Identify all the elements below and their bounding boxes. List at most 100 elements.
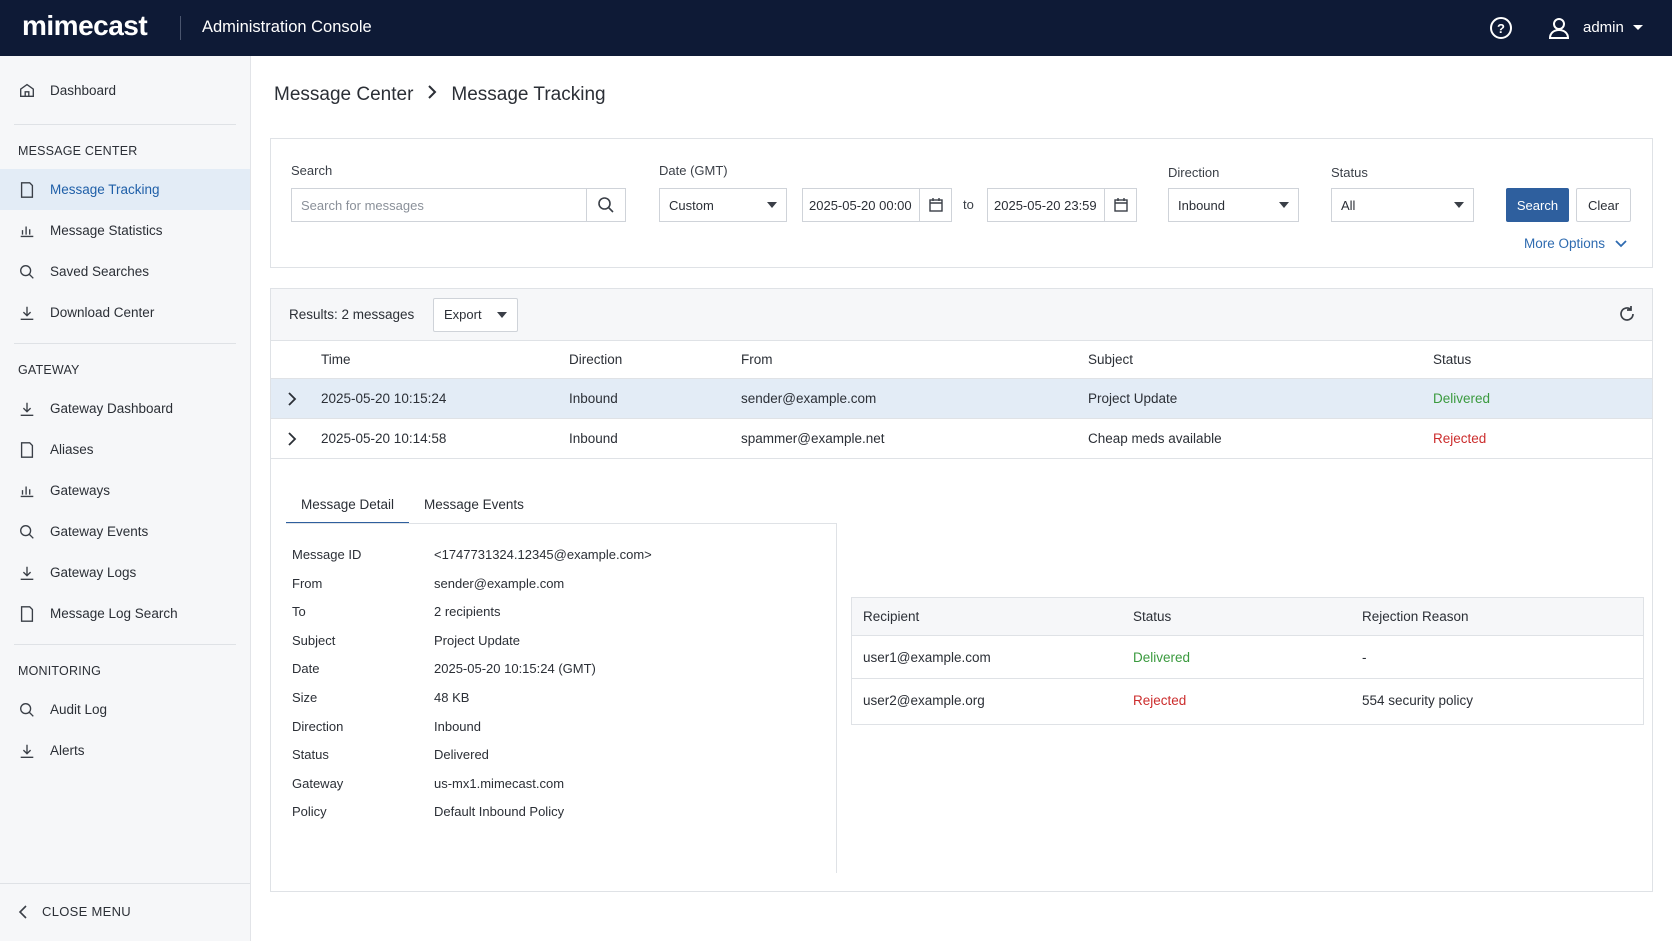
field-value: Project Update	[434, 632, 520, 648]
table-header: Recipient Status Rejection Reason	[852, 598, 1643, 636]
column-header: Status	[1433, 352, 1472, 367]
more-options[interactable]: More Options	[1524, 236, 1627, 251]
cell: Project Update	[1088, 391, 1178, 406]
date-input[interactable]: 2025-05-20 23:59	[987, 188, 1137, 222]
results-count: Results: 2 messages	[289, 307, 415, 322]
field-value: Default Inbound Policy	[434, 804, 565, 820]
icon	[288, 432, 297, 446]
tab[interactable]: Message Detail	[286, 489, 410, 524]
label: Gateways	[50, 483, 111, 498]
sidebar-item[interactable]: Download Center	[0, 292, 250, 333]
icon	[20, 402, 34, 416]
close-menu[interactable]: CLOSE MENU	[18, 904, 131, 919]
icon	[1620, 306, 1634, 321]
recipient-row: user2@example.org Rejected 554 security po…	[852, 679, 1643, 722]
direction-select[interactable]: Inbound	[1168, 188, 1299, 222]
tab[interactable]: Message Events	[424, 497, 524, 512]
clear-button[interactable]: Clear	[1576, 188, 1631, 222]
label: Message Log Search	[50, 606, 178, 621]
sidebar-item[interactable]: Gateway Logs	[0, 552, 250, 593]
status-select[interactable]: All	[1331, 188, 1474, 222]
separator	[0, 883, 250, 884]
sidebar-item[interactable]: Alerts	[0, 730, 250, 771]
result-row[interactable]: 2025-05-20 10:15:24 Inbound sender@example…	[271, 379, 1652, 419]
section-title: GATEWAY	[18, 363, 80, 377]
field-label: Size	[292, 690, 318, 705]
crumb[interactable]: Message Center	[274, 84, 414, 105]
sidebar-item[interactable]: Message Tracking	[0, 169, 250, 210]
divider	[836, 523, 837, 873]
column-header: Status	[1133, 609, 1172, 624]
sidebar-item[interactable]: Message Log Search	[0, 593, 250, 634]
sidebar-item[interactable]: Message Statistics	[0, 210, 250, 251]
caret	[1633, 25, 1643, 30]
sidebar-item[interactable]: Aliases	[0, 429, 250, 470]
sidebar-item[interactable]: Gateway Dashboard	[0, 388, 250, 429]
cell: Delivered	[1433, 391, 1491, 406]
icon	[288, 392, 297, 406]
label: Audit Log	[50, 702, 108, 717]
expand[interactable]	[287, 432, 297, 449]
tabs: Message Detail Message Events	[286, 489, 539, 524]
field-label: Date	[292, 661, 320, 677]
field-label: Gateway	[292, 775, 344, 791]
divider	[286, 523, 837, 524]
column-header: Direction	[569, 352, 623, 367]
search-icon-button[interactable]	[586, 188, 626, 222]
separator	[14, 124, 236, 125]
user-menu[interactable]: admin	[1583, 19, 1624, 36]
field-label: Status	[292, 747, 329, 763]
recipient-row: user1@example.com Delivered -	[852, 636, 1643, 679]
column-header: Subject	[1088, 352, 1134, 367]
label: Download Center	[50, 305, 155, 320]
refresh[interactable]	[1618, 305, 1636, 326]
field-label: From	[292, 575, 323, 591]
field-label: To	[292, 604, 306, 620]
calendar-button[interactable]	[1104, 189, 1136, 221]
crumb: Message Tracking	[451, 84, 606, 105]
export-button[interactable]: Export	[433, 297, 518, 332]
sidebar-item[interactable]: Dashboard	[0, 56, 250, 124]
field-value: <1747731324.12345@example.com>	[434, 547, 652, 562]
sidebar-item[interactable]: Gateway Events	[0, 511, 250, 552]
field-label: Direction	[292, 718, 344, 734]
label: Dashboard	[50, 82, 117, 98]
sidebar-item[interactable]: Saved Searches	[0, 251, 250, 292]
sidebar-item[interactable]: Gateways	[0, 470, 250, 511]
value: 2025-05-20 00:00	[809, 197, 912, 213]
help-icon[interactable]: ?	[1489, 16, 1513, 40]
caret	[1454, 202, 1464, 208]
result-row[interactable]: 2025-05-20 10:14:58 Inbound spammer@exampl…	[271, 419, 1652, 459]
logo[interactable]: mimecast	[22, 10, 148, 41]
label: Search	[291, 163, 333, 178]
search-button[interactable]: Search	[1506, 188, 1569, 222]
icon	[18, 904, 27, 919]
icon	[20, 226, 34, 237]
label: Direction	[1168, 165, 1220, 180]
cell: Cheap meds available	[1088, 431, 1222, 446]
cell: Inbound	[569, 431, 618, 446]
label: Status	[1331, 165, 1368, 180]
label: Gateway Dashboard	[50, 401, 174, 416]
search-input[interactable]: Search for messages	[291, 188, 587, 222]
caret	[497, 311, 507, 318]
date-input[interactable]: 2025-05-20 00:00	[802, 188, 952, 222]
cell: Delivered	[1133, 649, 1191, 665]
column-header: Recipient	[863, 609, 920, 624]
date-mode-select[interactable]: Custom	[659, 188, 787, 222]
cell: user1@example.com	[863, 649, 991, 665]
sidebar-item[interactable]: Audit Log	[0, 689, 250, 730]
expand[interactable]	[287, 392, 297, 409]
console-title: Administration Console	[202, 18, 372, 36]
user-icon[interactable]	[1547, 16, 1571, 40]
label: Gateway Events	[50, 524, 149, 539]
caret	[1279, 202, 1289, 208]
sidebar: Dashboard MESSAGE CENTER Message Tracking M…	[0, 56, 251, 941]
label: Export	[444, 307, 482, 322]
calendar-button[interactable]	[919, 189, 951, 221]
field-value: 48 KB	[434, 690, 470, 705]
icon	[20, 441, 34, 458]
value: Inbound	[1178, 197, 1225, 213]
icon	[20, 306, 34, 320]
